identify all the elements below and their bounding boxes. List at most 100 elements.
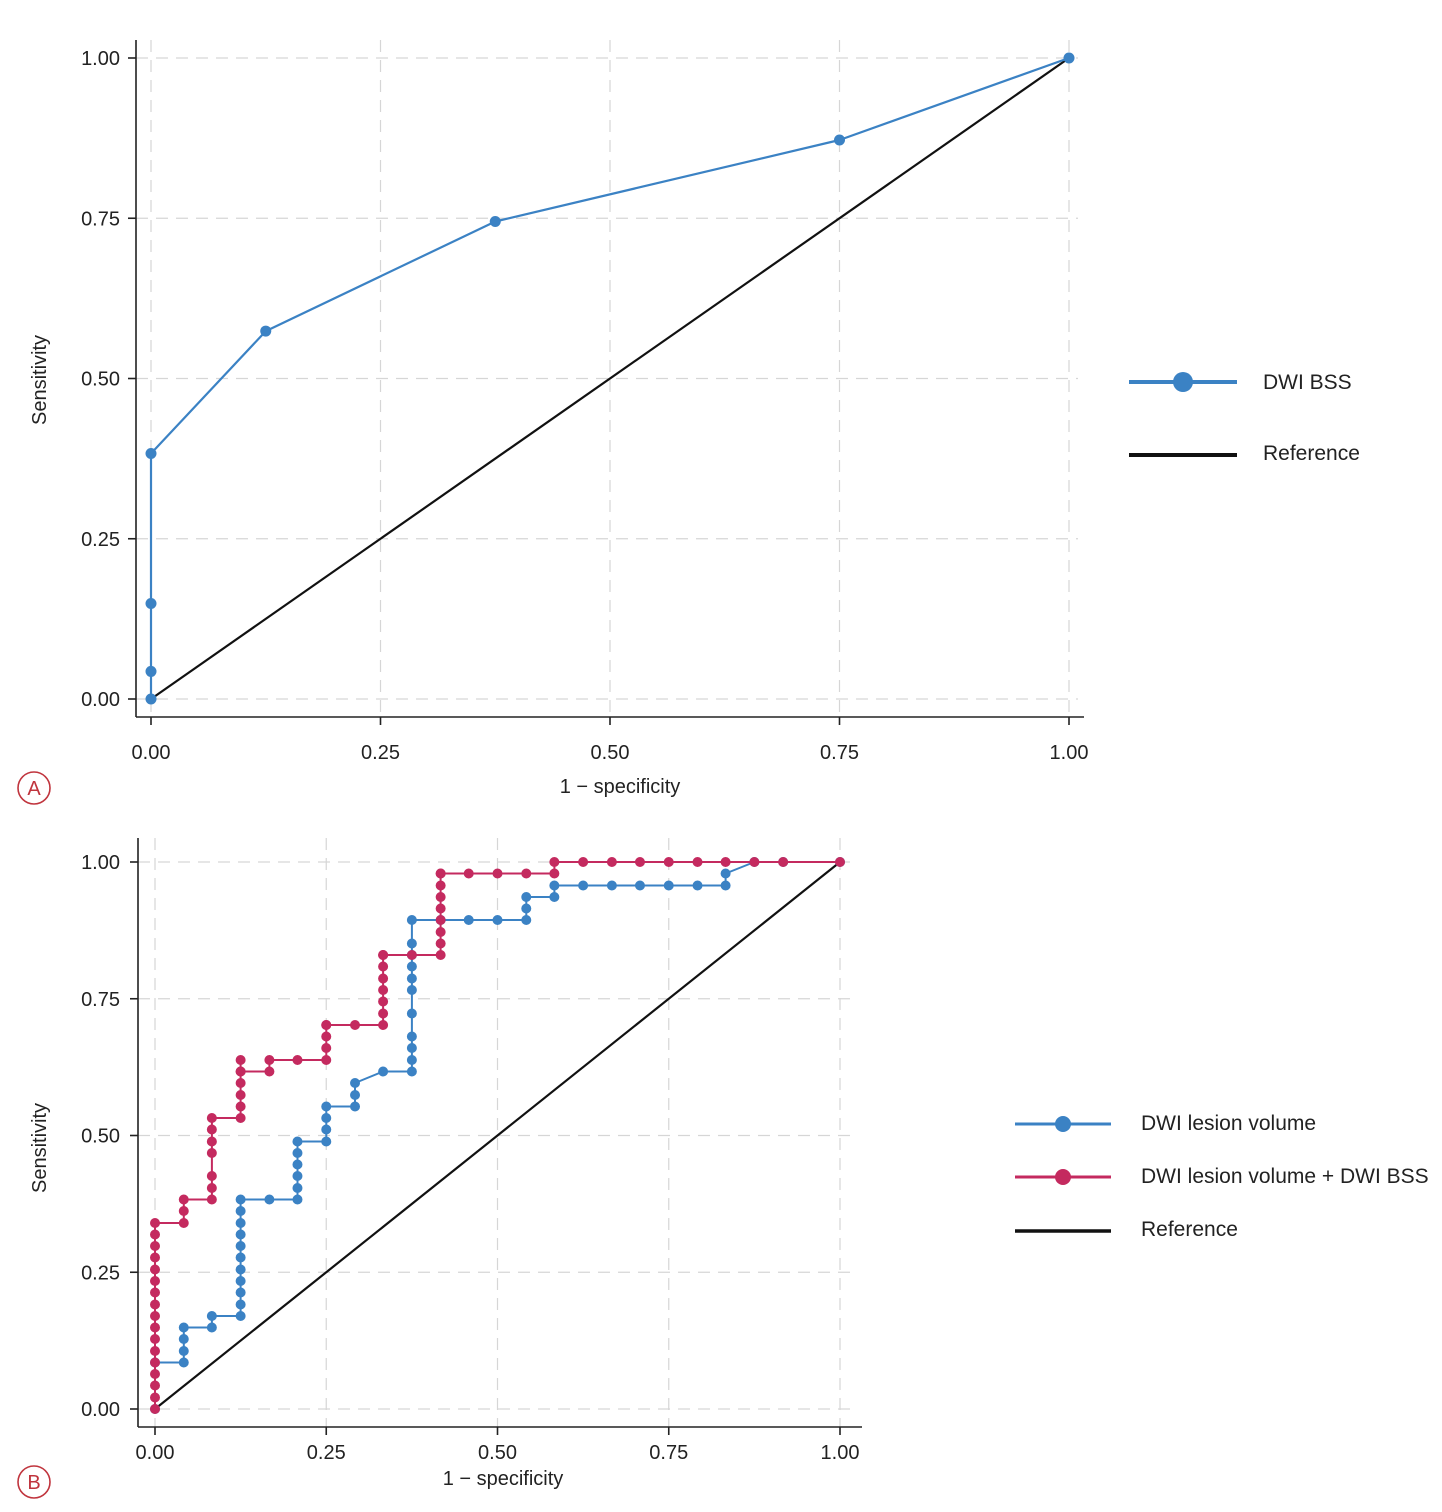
panel-b-series-dwi-lesion-volume-dwi-bss-point-29 [235,1090,246,1101]
panel-a-chart: 0.00 0.25 0.50 0.75 1.00 0.00 0.25 0.50 0.75 1.00… [17,40,1360,805]
panel-b-reference-line [154,861,841,1410]
legend-label-combined: DWI lesion volume + DWI BSS [1141,1165,1429,1188]
legend-label-reference: Reference [1263,442,1360,465]
panel-b-series-dwi-lesion-volume-dwi-bss-point-44 [378,1008,389,1019]
panel-b-series-dwi-lesion-volume-dwi-bss-point-74 [835,857,845,867]
panel-b-series-dwi-lesion-volume-point-29 [321,1101,332,1112]
panel-b-series-dwi-lesion-volume-dwi-bss-point-8 [150,1311,160,1322]
panel-a-letter: A [27,778,41,800]
panel-a-series-dwi-bss-line [149,56,1070,699]
panel-b-series-dwi-lesion-volume-dwi-bss-point-20 [206,1194,217,1205]
panel-b-series-dwi-lesion-volume-dwi-bss-point-9 [150,1299,160,1310]
panel-b-series-dwi-lesion-volume-dwi-bss-point-19 [178,1194,189,1205]
panel-b-series-dwi-lesion-volume-point-32 [350,1077,361,1088]
panel-b-series-dwi-lesion-volume-dwi-bss-point-73 [778,857,789,867]
panel-b-series-dwi-lesion-volume-dwi-bss-point-64 [549,868,560,879]
panel-b-series-dwi-lesion-volume-dwi-bss-point-52 [435,949,446,960]
panel-b-y-tick-label-0: 0.00 [81,1399,120,1421]
panel-b-series-dwi-lesion-volume-dwi-bss-point-7 [150,1322,160,1333]
panel-b-series-dwi-lesion-volume-dwi-bss-point-56 [435,903,446,914]
panel-b-series-dwi-lesion-volume-dwi-bss-point-58 [435,880,446,891]
panel-b-series-dwi-lesion-volume-point-39 [406,984,417,995]
panel-b-y-tick-label-1: 0.25 [81,1262,120,1284]
panel-b-series-dwi-lesion-volume-point-53 [578,880,589,891]
panel-a-x-tick-label-4: 1.00 [1050,742,1089,764]
panel-b-series-dwi-lesion-volume-point-46 [463,914,474,925]
panel-b-series-dwi-lesion-volume-dwi-bss-point-63 [521,868,532,879]
panel-b-series-dwi-lesion-volume-point-28 [321,1112,332,1123]
panel-a-x-tick-label-1: 0.25 [361,742,400,764]
panel-b-y-tick-label-2: 0.50 [81,1126,120,1148]
panel-b-series-dwi-lesion-volume-point-18 [235,1194,246,1205]
panel-a-series-dwi-bss-point-5 [489,215,501,227]
panel-b-series-dwi-lesion-volume-dwi-bss-point-41 [321,1020,332,1031]
panel-a-legend: DWI BSS Reference [1129,371,1360,465]
panel-b-series-dwi-lesion-volume-dwi-bss-point-12 [150,1264,160,1275]
panel-b-series-dwi-lesion-volume-point-54 [606,880,617,891]
panel-b-series-reference-line [154,861,841,1410]
panel-b-series-dwi-lesion-volume-point-14 [235,1240,246,1251]
panel-b-series-dwi-lesion-volume-dwi-bss-point-13 [150,1252,160,1263]
panel-b-letter: B [27,1472,40,1494]
panel-b-series-dwi-lesion-volume-point-52 [549,880,560,891]
panel-b-series-dwi-lesion-volume-dwi-bss-point-36 [292,1055,303,1066]
panel-b-series-dwi-lesion-volume-point-38 [406,1008,417,1019]
panel-b-series-dwi-lesion-volume-point-11 [235,1276,246,1287]
panel-b-series-dwi-lesion-volume-point-47 [492,914,503,925]
panel-b-series-dwi-lesion-volume-dwi-bss-point-37 [321,1055,332,1066]
panel-b-series-dwi-lesion-volume-dwi-bss-point-50 [378,949,389,960]
legend-label-reference-b: Reference [1141,1218,1238,1241]
panel-a-series [145,52,1075,705]
panel-b-series-dwi-lesion-volume-dwi-bss-point-11 [150,1276,160,1287]
legend-marker-combined [1055,1169,1071,1185]
panel-b-series-dwi-lesion-volume-point-7 [206,1311,217,1322]
panel-b-series-dwi-lesion-volume-point-35 [406,1055,417,1066]
panel-b-series-dwi-lesion-volume-dwi-bss-point-54 [435,927,446,938]
panel-b-x-tick-label-3: 0.75 [649,1442,688,1464]
panel-b-series-dwi-lesion-volume-dwi-bss-point-26 [206,1112,217,1123]
panel-a-axes [128,40,1084,725]
panel-b-series-dwi-lesion-volume-point-20 [292,1194,303,1205]
panel-b-series-dwi-lesion-volume-point-3 [178,1346,189,1357]
panel-b-series-dwi-lesion-volume-point-16 [235,1218,246,1229]
panel-a-reference-line [150,57,1070,700]
panel-b-series-dwi-lesion-volume-dwi-bss-point-67 [606,857,617,867]
panel-b-series-dwi-lesion-volume-dwi-bss-point-39 [321,1031,332,1042]
panel-b-series-dwi-lesion-volume-point-22 [292,1170,303,1181]
panel-b-series-dwi-lesion-volume-dwi-bss-point-35 [264,1055,275,1066]
panel-b-series-dwi-lesion-volume-point-25 [292,1136,303,1147]
panel-b-series-dwi-lesion-volume-dwi-bss-point-14 [150,1240,160,1251]
panel-a-series-dwi-bss-point-0 [145,693,157,705]
panel-a-grid [136,40,1078,717]
panel-b-series-dwi-lesion-volume-dwi-bss-point-5 [150,1346,160,1357]
panel-b-series-dwi-lesion-volume-dwi-bss-point-55 [435,914,446,925]
panel-b-series-dwi-lesion-volume-dwi-bss-point-69 [663,857,674,867]
legend-label-dwi-bss: DWI BSS [1263,371,1352,394]
panel-b-series-dwi-lesion-volume-dwi-bss-point-2 [150,1380,160,1391]
panel-a-x-axis-title: 1 − specificity [560,776,681,798]
panel-b-series-dwi-lesion-volume-point-48 [521,914,532,925]
panel-b-series-dwi-lesion-volume-point-6 [206,1322,217,1333]
panel-b-series-dwi-lesion-volume-point-8 [235,1311,246,1322]
panel-b-series-dwi-lesion-volume-dwi-bss-point-43 [378,1020,389,1031]
panel-b-legend: DWI lesion volume DWI lesion volume + DW… [1015,1112,1429,1241]
panel-b-grid [138,838,856,1427]
panel-b-series-dwi-lesion-volume-dwi-bss-point-32 [235,1055,246,1066]
panel-b-series-dwi-lesion-volume-dwi-bss-point-17 [178,1218,189,1229]
panel-b-x-tick-label-1: 0.25 [307,1442,346,1464]
panel-b-series-dwi-lesion-volume-point-40 [406,973,417,984]
panel-b-tick-labels: 0.00 0.25 0.50 0.75 1.00 0.00 0.25 0.50 0.75 1.00 [81,852,859,1464]
panel-a-x-tick-label-3: 0.75 [820,742,859,764]
panel-b-series-dwi-lesion-volume-point-30 [350,1101,361,1112]
panel-b-series-dwi-lesion-volume-dwi-bss-point-25 [206,1124,217,1135]
panel-a-y-tick-label-3: 0.75 [81,208,120,230]
panel-a-series-dwi-bss-point-3 [145,447,157,459]
panel-a-series-dwi-bss-point-7 [1063,52,1075,64]
panel-b-series-dwi-lesion-volume-dwi-bss-point-61 [463,868,474,879]
panel-b-series-dwi-lesion-volume-point-5 [178,1322,189,1333]
panel-b-series [150,857,845,1414]
panel-b-series-dwi-lesion-volume-point-15 [235,1229,246,1240]
panel-b-series-dwi-lesion-volume-point-33 [378,1066,389,1077]
panel-a-series-dwi-bss-point-4 [260,325,272,337]
